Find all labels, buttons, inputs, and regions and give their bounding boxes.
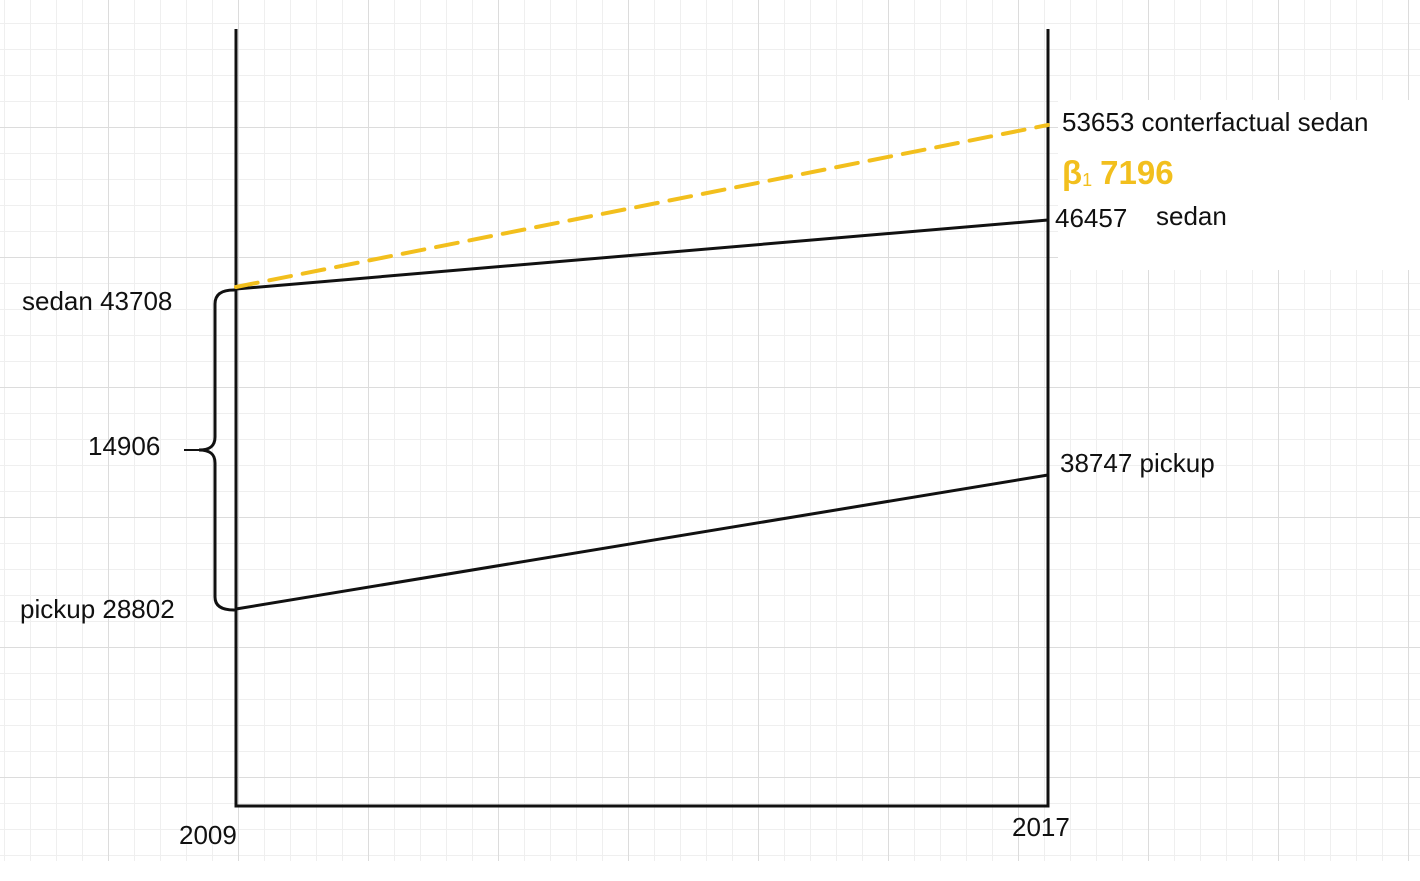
label-backdrop-upper-right [1058, 100, 1420, 270]
grid-edge [0, 861, 1420, 881]
sedan-start-label: sedan 43708 [22, 286, 173, 316]
pickup-start-label: pickup 28802 [20, 594, 175, 624]
sedan-end-name-label: sedan [1156, 201, 1227, 231]
counterfactual-end-label: 53653 conterfactual sedan [1062, 107, 1369, 137]
beta-value: 7196 [1100, 154, 1174, 191]
gap-value-label: 14906 [88, 431, 161, 461]
series-line-pickup [234, 473, 1050, 611]
pickup-end-label: 38747 pickup [1060, 448, 1215, 478]
beta-subscript: 1 [1082, 170, 1093, 190]
x-label-2017: 2017 [1012, 812, 1070, 842]
beta-coefficient-label: β1 7196 [1062, 156, 1174, 189]
series-line-sedan [234, 218, 1050, 291]
beta-symbol: β [1062, 154, 1083, 191]
gap-curly-brace [198, 288, 236, 612]
sedan-end-value-label: 46457 [1055, 203, 1128, 233]
series-line-counterfactual-sedan [234, 123, 1050, 289]
x-label-2009: 2009 [179, 820, 237, 850]
